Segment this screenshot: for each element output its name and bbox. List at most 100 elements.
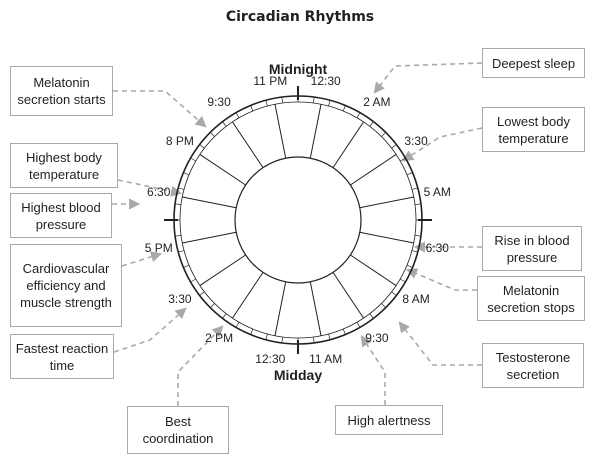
clock-spoke — [359, 231, 414, 244]
clock-tick — [328, 100, 331, 107]
clock-tick — [175, 235, 182, 237]
clock-tick — [235, 112, 240, 118]
event-melatonin-secretion-stops: Melatonin secretion stops — [477, 276, 585, 321]
time-label: 11 AM — [309, 352, 343, 367]
time-label: 11 PM — [253, 73, 288, 88]
time-label: 8 AM — [402, 291, 430, 306]
clock-tick — [281, 97, 283, 104]
event-best-coordination: Best coordination — [127, 406, 229, 454]
clock-tick — [210, 303, 215, 308]
clock-tick — [250, 105, 254, 112]
clock-tick — [178, 250, 185, 253]
leader-lines — [112, 62, 483, 406]
event-melatonin-secretion-starts: Melatonin secretion starts — [10, 66, 113, 116]
time-label: 9:30 — [365, 331, 389, 346]
clock-spoke — [309, 104, 322, 159]
clock-tick — [381, 132, 386, 137]
clock-tick — [183, 264, 190, 268]
event-testosterone-secretion: Testosterone secretion — [482, 343, 584, 388]
event-highest-body-temperature: Highest body temperature — [10, 143, 118, 188]
time-label: 2 AM — [363, 94, 391, 109]
clock-tick — [414, 203, 421, 205]
clock-tick — [414, 235, 421, 237]
clock-spoke — [274, 281, 287, 336]
leader-deepest-sleep — [373, 62, 483, 94]
clock-tick — [342, 328, 346, 335]
time-label: 12:30 — [310, 73, 341, 88]
clock-tick — [406, 172, 413, 176]
leader-testosterone — [398, 321, 482, 366]
clock-tick — [400, 157, 406, 162]
clock-spoke — [199, 254, 246, 286]
clock-spoke — [350, 254, 397, 286]
clock-spoke — [182, 231, 237, 244]
leader-highest-body-temperature — [117, 179, 183, 197]
time-label: 5 AM — [423, 185, 451, 200]
clock-tick — [281, 336, 283, 343]
time-label: 2 PM — [205, 331, 234, 346]
clock-tick — [199, 144, 205, 149]
leader-cardiovascular — [121, 251, 163, 267]
clock-tick — [250, 328, 254, 335]
event-high-alertness: High alertness — [335, 405, 443, 435]
clock-tick — [183, 172, 190, 176]
clock-tick — [178, 187, 185, 190]
clock-spoke — [309, 281, 322, 336]
clock-tick — [313, 97, 315, 104]
clock-tick — [328, 333, 331, 340]
clock-tick — [313, 336, 315, 343]
clock-spoke — [359, 196, 414, 209]
clock-spoke — [182, 196, 237, 209]
time-label: 6:30 — [147, 185, 171, 200]
leader-fastest-reaction — [113, 307, 187, 353]
diagram-title: Circadian Rhythms — [225, 9, 375, 25]
event-fastest-reaction-time: Fastest reaction time — [10, 334, 114, 379]
clock-tick — [210, 132, 215, 137]
time-label: 3:30 — [168, 291, 192, 306]
clock-tick — [356, 322, 361, 328]
leader-high-alertness — [360, 335, 386, 405]
time-label: 6:30 — [425, 240, 449, 255]
clock-spoke — [232, 272, 264, 319]
event-deepest-sleep: Deepest sleep — [482, 48, 585, 78]
leader-melatonin-stops — [405, 268, 477, 291]
clock-spoke — [232, 121, 264, 168]
event-rise-in-blood-pressure: Rise in blood pressure — [482, 226, 582, 271]
clock-tick — [356, 112, 361, 118]
clock-tick — [406, 264, 413, 268]
time-label: 9:30 — [207, 94, 231, 109]
clock-tick — [265, 333, 268, 340]
time-label: 3:30 — [404, 134, 428, 149]
clock-spoke — [199, 154, 246, 186]
clock-tick — [222, 313, 227, 319]
clock-tick — [369, 121, 374, 127]
clock-tick — [391, 144, 397, 149]
clock-tick — [175, 203, 182, 205]
midday-label: Midday — [273, 367, 323, 383]
event-lowest-body-temperature: Lowest body temperature — [482, 107, 585, 152]
clock-spoke — [332, 272, 364, 319]
midnight-label: Midnight — [268, 61, 328, 77]
clock-spoke — [350, 154, 397, 186]
clock-tick — [222, 121, 227, 127]
time-label: 8 PM — [165, 134, 194, 149]
clock-tick — [235, 322, 240, 328]
clock-tick — [400, 278, 406, 283]
clock-tick — [190, 157, 196, 162]
clock-spoke — [332, 121, 364, 168]
clock-wheel — [164, 86, 432, 354]
event-cardiovascular-efficiency: Cardiovascular efficiency and muscle str… — [10, 244, 122, 327]
time-label: 5 PM — [144, 240, 173, 255]
event-highest-blood-pressure: Highest blood pressure — [10, 193, 112, 238]
leader-best-coordination — [177, 325, 224, 406]
clock-tick — [391, 291, 397, 296]
clock-spoke — [274, 104, 287, 159]
clock-tick — [190, 278, 196, 283]
clock-tick — [199, 291, 205, 296]
clock-tick — [381, 303, 386, 308]
center-circle — [234, 156, 362, 284]
leader-melatonin-starts — [113, 90, 207, 128]
clock-tick — [265, 100, 268, 107]
